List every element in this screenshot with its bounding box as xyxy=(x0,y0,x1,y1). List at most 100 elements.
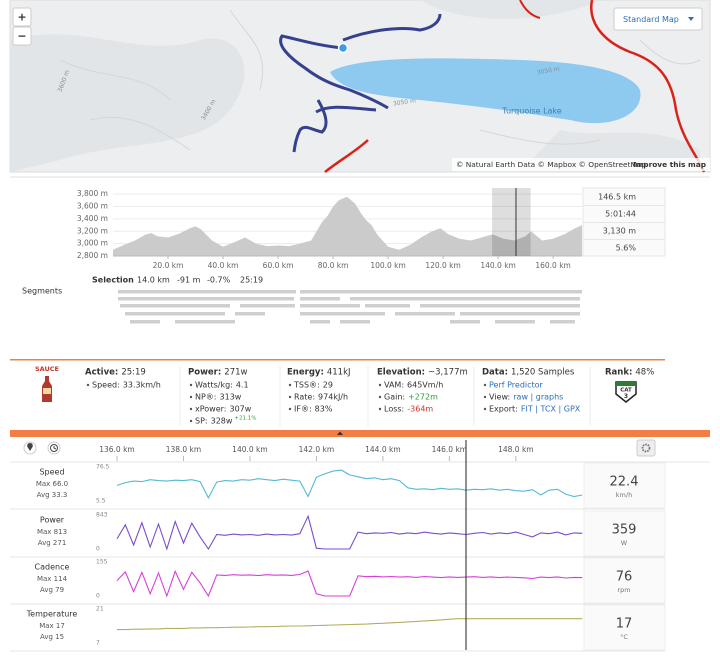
readout-value: 359 xyxy=(612,523,637,538)
segment-bar[interactable] xyxy=(395,312,455,316)
x-tick-label: 140.0 km xyxy=(480,261,516,270)
bullet xyxy=(189,419,193,423)
readout-value: 3,130 m xyxy=(603,227,636,236)
stat-item-value[interactable]: raw | graphs xyxy=(513,393,563,402)
readout-value: 17 xyxy=(616,617,633,632)
readout-value: 5.6% xyxy=(616,244,637,253)
settings-button[interactable] xyxy=(636,439,656,457)
stat-label: Watts/kg: xyxy=(195,381,233,390)
bullet xyxy=(86,383,90,387)
stream-name: Speed xyxy=(39,468,64,477)
logo: SAUCE xyxy=(35,365,59,373)
segment-bar[interactable] xyxy=(550,320,575,324)
map: + − Standard Map Turquoise Lake © Natura… xyxy=(9,0,711,173)
segment-bar[interactable] xyxy=(125,312,225,316)
contour-label: 3050 m xyxy=(393,97,417,107)
stat-label: IF®: xyxy=(294,405,312,414)
segment-bar[interactable] xyxy=(350,297,580,301)
segment-bar[interactable] xyxy=(300,304,360,308)
y-tick-label: 3,400 m xyxy=(77,214,108,223)
readout-value: 146.5 km xyxy=(598,193,636,202)
stat-value: 1,520 Samples xyxy=(511,368,575,378)
readout-unit: rpm xyxy=(617,586,630,594)
segment-bar[interactable] xyxy=(118,290,296,294)
zoom-out-label[interactable]: − xyxy=(17,30,26,43)
segment-bar[interactable] xyxy=(300,290,582,294)
segment-bar[interactable] xyxy=(175,320,235,324)
contour-label: 3050 m xyxy=(536,66,560,77)
stream-name: Temperature xyxy=(26,610,78,619)
segment-bar[interactable] xyxy=(450,320,480,324)
segment-bar[interactable] xyxy=(495,320,535,324)
selection-distance: 14.0 km xyxy=(137,276,170,285)
clock-hands xyxy=(53,446,57,450)
segment-bar[interactable] xyxy=(120,304,230,308)
stream-name: Cadence xyxy=(35,563,70,572)
stat-label: Loss: xyxy=(384,405,404,414)
segment-bar[interactable] xyxy=(340,320,370,324)
readout-box xyxy=(583,557,666,604)
y-tick-label: 21 xyxy=(96,606,104,613)
stream-avg: Avg 33.3 xyxy=(37,491,68,499)
segment-bar[interactable] xyxy=(300,312,385,316)
lake xyxy=(330,58,641,124)
zoom-out[interactable] xyxy=(12,26,32,46)
x-tick-label: 80.0 km xyxy=(318,261,349,270)
bullet xyxy=(189,407,193,411)
stat-item-value: 645Vm/h xyxy=(407,381,443,390)
bullet xyxy=(288,383,292,387)
segment-bar[interactable] xyxy=(130,320,160,324)
x-tick-label: 60.0 km xyxy=(263,261,294,270)
stat-value: 48% xyxy=(635,368,654,378)
readout-box xyxy=(583,604,666,651)
y-tick-label: 7 xyxy=(96,640,100,647)
bullet xyxy=(378,395,382,399)
segment-bar[interactable] xyxy=(240,304,295,308)
x-tick-label: 40.0 km xyxy=(208,261,239,270)
gear-icon xyxy=(641,443,651,453)
lake-label: Turquoise Lake xyxy=(501,107,561,116)
segment-bar[interactable] xyxy=(118,297,294,301)
panel-resizer[interactable] xyxy=(10,430,710,437)
segment-bar[interactable] xyxy=(460,312,580,316)
x-tick-label: 20.0 km xyxy=(153,261,184,270)
stat-item-value: 307w xyxy=(229,405,251,414)
segment-bar[interactable] xyxy=(300,297,340,301)
x-tick-label: 100.0 km xyxy=(370,261,406,270)
bullet xyxy=(189,383,193,387)
stat-item-value[interactable]: Perf Predictor xyxy=(489,381,544,390)
map-style-label[interactable]: Standard Map xyxy=(623,15,679,24)
stat-extra: +21.1% xyxy=(234,416,256,422)
selection-label: Selection xyxy=(92,276,134,285)
stats-top-border xyxy=(10,359,665,361)
stat-item-value: 4.1 xyxy=(236,381,249,390)
stat-title: Power: xyxy=(188,368,221,378)
stat-label: xPower: xyxy=(195,405,226,414)
segment-bar[interactable] xyxy=(235,312,265,316)
zoom-in[interactable] xyxy=(12,7,32,27)
badge-text: CAT xyxy=(620,388,632,394)
elevation-profile xyxy=(113,196,582,256)
segment-bar[interactable] xyxy=(310,320,330,324)
selection-time: 25:19 xyxy=(240,276,263,285)
route xyxy=(315,105,377,114)
stream-line xyxy=(116,469,583,500)
clock-icon xyxy=(50,444,58,452)
stat-label: NP®: xyxy=(195,393,217,402)
y-tick-label: 843 xyxy=(96,512,108,519)
map-style-button[interactable] xyxy=(613,7,703,31)
stat-value: 271w xyxy=(224,368,247,378)
x-tick-label: 144.0 km xyxy=(365,445,401,454)
y-tick-label: 0 xyxy=(96,546,100,553)
stat-item-value[interactable]: FIT | TCX | GPX xyxy=(521,405,581,414)
stream-line xyxy=(117,618,583,631)
segment-bar[interactable] xyxy=(365,304,410,308)
improve-link[interactable]: Improve this map xyxy=(633,160,706,169)
y-tick-label: 76.5 xyxy=(96,464,110,471)
attribution: © Natural Earth Data © Mapbox © OpenStre… xyxy=(456,160,646,169)
selection-grade: -0.7% xyxy=(207,276,231,285)
zoom-in-label[interactable]: + xyxy=(17,11,26,24)
segments-label: Segments xyxy=(22,287,62,296)
segment-bar[interactable] xyxy=(420,304,580,308)
